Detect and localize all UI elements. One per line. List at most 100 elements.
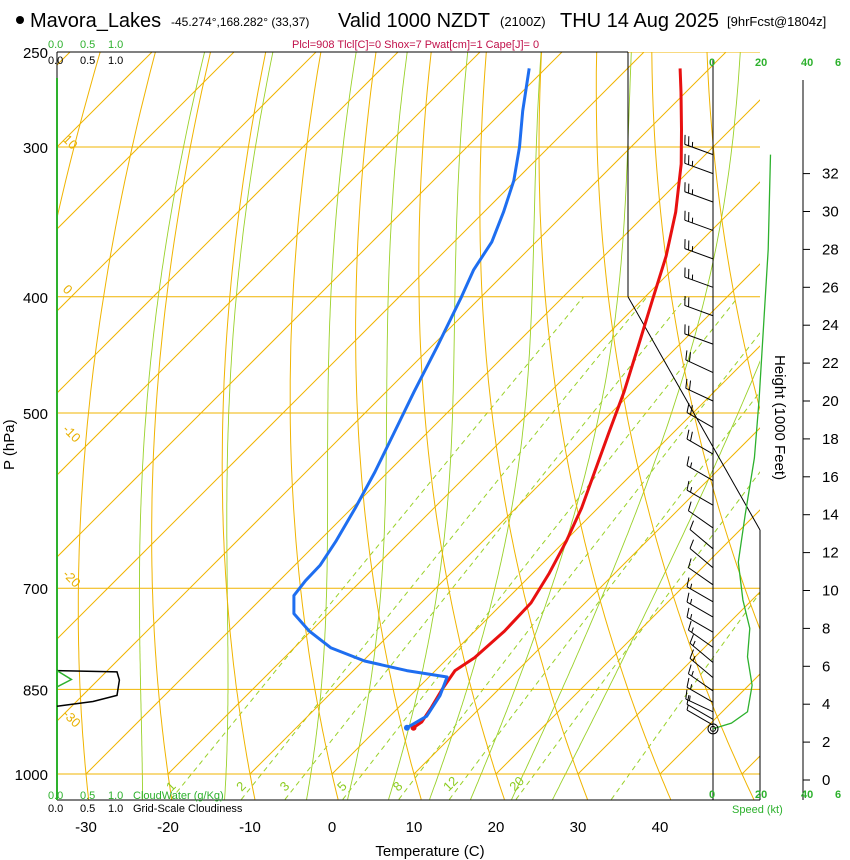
wind-barb [686,607,714,633]
speed-bottom-label: 0 [709,789,715,801]
isotherm-line [57,52,399,394]
wind-barb [685,378,714,402]
height-tick-label: 6 [822,658,830,675]
height-tick-label: 26 [822,279,839,296]
wind-barb [684,267,714,288]
speed-top-label: 20 [755,57,767,69]
dry-adiabat-line [418,52,505,800]
pressure-tick-label: 1000 [15,767,48,784]
surface-marker-inner [710,725,716,732]
wind-barb [684,182,714,203]
barb-staff [684,276,714,288]
barb-half-flag [689,684,693,690]
speed-top-label: 6 [835,57,841,69]
temperature-tick-label: -30 [75,819,97,836]
barb-flag [685,689,688,700]
cloud-scale-top-black: 0.5 [80,55,95,67]
barb-staff [685,359,714,374]
barb-staff [686,438,714,455]
cloud-scale-bottom-green: 1.0 [108,790,123,802]
mixing-ratio-label: 2 [233,778,249,794]
mixing-ratio-label: 8 [390,778,406,794]
barb-flag [686,677,690,688]
cloud-panel [56,78,121,800]
sounding-traces [292,68,683,731]
plot-frame [56,51,761,801]
isotherm-line [577,591,760,775]
moist-adiabat-line [470,52,632,800]
isotherm-line [413,427,760,775]
barb-half-flag [692,655,696,662]
mixing-ratio-line [170,296,584,800]
barb-staff [684,248,714,260]
wind-barb [686,677,714,703]
wind-barb [685,350,714,374]
cloud-scale-bottom-black: 0.0 [48,803,63,815]
barb-flag [689,405,693,415]
wind-barb [684,295,714,317]
pressure-tick-label: 500 [23,406,48,423]
height-tick-label: 20 [822,393,839,410]
wind-barb [686,694,714,720]
barb-staff [688,510,714,529]
header-bullet [16,16,24,24]
dry-adiabat-label: -30 [60,707,84,731]
cloudwater-label: CloudWater (g/Kg) [133,790,224,802]
pressure-tick-label: 300 [23,140,48,157]
barb-staff [685,698,714,713]
moist-adiabat-line [306,52,357,800]
barb-half-flag [686,704,689,711]
wind-barb [686,403,714,428]
barb-flag [689,431,693,442]
barb-staff [686,601,714,618]
dry-adiabat-line [77,52,156,800]
dry-adiabat-line [651,52,760,631]
barb-flag [686,480,690,491]
barb-staff [684,304,714,317]
mixing-ratio-line [241,296,648,800]
temperature-tick-label: 20 [488,819,505,836]
barb-flag [689,649,694,659]
mixing-ratio-label: 3 [277,778,293,794]
cloud-scale-top-green: 0.5 [80,39,95,51]
mixing-ratio-line [515,471,760,800]
moist-adiabat-line [224,52,274,800]
wind-barb [686,704,714,726]
wind-barb [689,520,714,550]
barb-flag [687,664,692,674]
height-tick-label: 12 [822,545,839,562]
speed-bottom-label: 20 [755,789,767,801]
wind-barb [684,324,714,345]
barb-flag [686,456,690,466]
mixing-ratio-line [284,296,687,800]
barb-half-flag [691,670,694,677]
wind-barb [684,239,714,260]
cloudiness-line [56,669,121,707]
barb-flag [686,607,690,618]
height-tick-label: 32 [822,166,839,183]
barb-staff [684,162,714,175]
wind-barb [686,592,714,618]
barb-half-flag [689,613,693,620]
cloud-scale-top-black: 1.0 [108,55,123,67]
barb-flag [689,634,694,644]
barb-flag [686,577,690,587]
cloud-scale-top-green: 0.0 [48,39,63,51]
valid-time: Valid 1000 NZDT [338,10,490,32]
stability-indices: Plcl=908 Tlcl[C]=0 Shox=7 Pwat[cm]=1 Cap… [292,39,539,51]
barb-staff [684,333,714,345]
temperature-line [412,68,683,729]
frame-diagonal [627,296,761,531]
dry-adiabat-label: -20 [60,567,84,591]
barb-staff [689,529,714,550]
temperature-tick-label: 40 [652,819,669,836]
wind-panel: 0246810121416182022242628303200202040406… [684,57,841,816]
wind-speed-line [712,154,772,730]
dewpoint-line [292,68,531,729]
height-tick-label: 2 [822,734,830,751]
wind-barb [689,649,714,679]
dry-adiabat-line [538,52,672,800]
barb-staff [684,191,714,203]
barb-flag [688,352,692,362]
barb-half-flag [689,598,693,605]
